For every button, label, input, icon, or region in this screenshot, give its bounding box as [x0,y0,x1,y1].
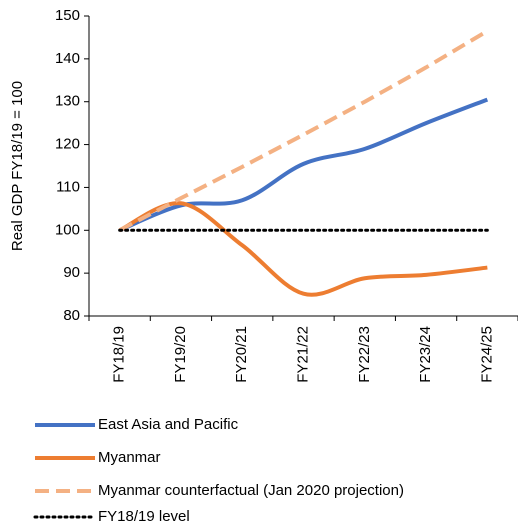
y-tick-label: 90 [63,264,80,281]
x-tick-label: FY23/24 [417,326,434,383]
y-tick-label: 80 [63,307,80,324]
legend-label: Myanmar counterfactual (Jan 2020 project… [98,482,404,499]
y-tick-label: 120 [55,136,80,153]
y-tick-label: 100 [55,221,80,238]
x-tick-label: FY24/25 [478,326,495,383]
y-tick-label: 110 [56,178,80,195]
y-tick-label: 140 [55,50,80,67]
series-line [118,29,489,233]
legend-label: FY18/19 level [98,508,190,525]
x-tick-label: FY20/21 [233,326,250,383]
y-axis-label: Real GDP FY18/19 = 100 [9,81,26,251]
legend-label: East Asia and Pacific [98,416,239,433]
y-tick-label: 150 [55,7,80,24]
x-tick-label: FY19/20 [172,326,189,383]
x-tick-label: FY18/19 [111,326,128,383]
legend-label: Myanmar [98,449,161,466]
series-line [118,201,488,297]
series-line [118,97,489,233]
x-tick-label: FY22/23 [356,326,373,383]
y-tick-label: 130 [55,93,80,110]
x-tick-label: FY21/22 [294,326,311,383]
